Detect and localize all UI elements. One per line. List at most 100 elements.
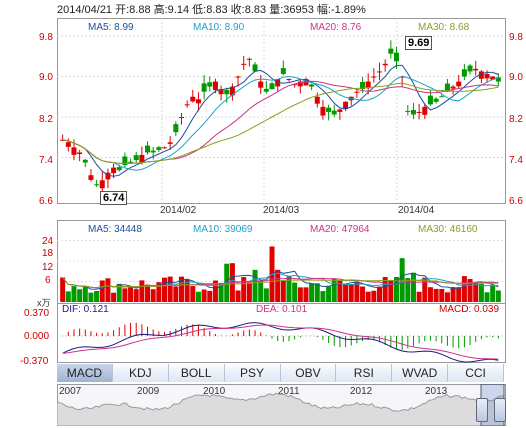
tab-cci[interactable]: CCI xyxy=(448,364,504,382)
price-candle-body xyxy=(133,155,139,161)
price-candle-body xyxy=(456,81,462,87)
price-candle-body xyxy=(410,110,416,115)
volume-bar xyxy=(337,280,343,302)
overview-sparkline xyxy=(57,384,505,426)
price-candle-body xyxy=(360,81,366,90)
volume-ma-line xyxy=(62,277,499,289)
price-candle-body xyxy=(184,104,190,106)
tab-psy[interactable]: PSY xyxy=(224,364,281,382)
price-candle-body xyxy=(371,76,377,78)
volume-bar xyxy=(71,286,77,302)
volume-y-tick: 24 xyxy=(42,236,54,247)
price-candle-body xyxy=(195,99,201,104)
macd-chart-panel[interactable] xyxy=(57,303,506,363)
tab-obv[interactable]: OBV xyxy=(280,364,337,382)
price-candle-body xyxy=(495,77,501,82)
price-candle-body xyxy=(439,96,445,98)
macd-dif-line xyxy=(62,322,499,363)
volume-bars xyxy=(57,240,504,302)
volume-bar xyxy=(343,283,349,302)
volume-bar xyxy=(116,283,122,302)
volume-bar xyxy=(252,269,258,302)
macd-dea-line xyxy=(62,324,499,360)
price-ma-line xyxy=(62,64,499,177)
volume-bar xyxy=(184,279,190,302)
price-candle-body xyxy=(82,159,88,163)
price-x-tick: 2014/02 xyxy=(160,205,197,216)
volume-bar xyxy=(377,286,383,302)
volume-bar xyxy=(105,278,111,302)
price-candle-body xyxy=(427,95,433,105)
price-candle-body xyxy=(416,111,422,113)
price-candle-body xyxy=(478,71,484,79)
volume-bar xyxy=(388,280,394,302)
price-candle-body xyxy=(343,101,349,110)
price-candle-body xyxy=(71,147,77,155)
volume-bar xyxy=(478,283,484,302)
price-candle-body xyxy=(337,109,343,112)
price-ma-line xyxy=(62,75,499,171)
volume-bar xyxy=(473,282,479,302)
volume-bar xyxy=(393,277,399,302)
price-candle-body xyxy=(105,172,111,180)
price-candle-body xyxy=(207,82,213,87)
price-candle-body xyxy=(218,89,224,95)
tab-boll[interactable]: BOLL xyxy=(168,364,225,382)
price-candle-body xyxy=(235,76,241,78)
volume-bar xyxy=(128,287,134,302)
price-candle-body xyxy=(122,156,128,166)
macd-dea-label: DEA: 0.101 xyxy=(256,304,308,315)
volume-bar xyxy=(133,289,139,302)
volume-bar xyxy=(399,258,405,302)
volume-bar xyxy=(167,276,173,302)
price-candle-body xyxy=(99,180,105,189)
price-ma-line xyxy=(62,82,499,164)
overview-year: 2009 xyxy=(137,386,160,397)
price-candle-body xyxy=(326,107,332,112)
tab-wvad[interactable]: WVAD xyxy=(392,364,449,382)
high-price-callout: 9.69 xyxy=(405,36,433,50)
price-candle-body xyxy=(490,76,496,80)
price-candle-body xyxy=(190,96,196,102)
price-candle-body xyxy=(167,142,173,144)
volume-ma20-label: MA20: 47964 xyxy=(310,224,370,235)
price-candle-body xyxy=(94,184,100,186)
price-candle-body xyxy=(229,86,235,96)
overview-year: 2013 xyxy=(425,386,448,397)
volume-bar xyxy=(150,289,156,302)
price-candle-body xyxy=(354,91,360,93)
overview-year: 2010 xyxy=(203,386,226,397)
price-ma20-label: MA20: 8.76 xyxy=(310,22,362,33)
price-candle-body xyxy=(139,154,145,163)
volume-bar xyxy=(235,290,241,302)
tab-kdj[interactable]: KDJ xyxy=(112,364,169,382)
overview-handle-left[interactable] xyxy=(476,398,488,422)
price-y-tick: 9.8 xyxy=(39,32,53,43)
volume-bar xyxy=(348,283,354,302)
tab-macd[interactable]: MACD xyxy=(57,364,113,382)
volume-bar xyxy=(286,276,292,302)
price-y-tick-right: 8.2 xyxy=(509,114,523,125)
price-candle-body xyxy=(241,63,247,65)
price-x-tick: 2014/04 xyxy=(398,205,435,216)
tab-rsi[interactable]: RSI xyxy=(336,364,393,382)
price-candle-body xyxy=(116,167,122,171)
price-candle-body xyxy=(286,79,292,81)
price-x-tick: 2014/03 xyxy=(263,205,300,216)
volume-bar xyxy=(382,277,388,302)
volume-bar xyxy=(433,288,439,302)
volume-bar xyxy=(99,280,105,302)
volume-bar xyxy=(444,292,450,302)
price-candle-body xyxy=(88,175,94,180)
volume-bar xyxy=(173,286,179,302)
price-candle-body xyxy=(201,83,207,92)
volume-bar xyxy=(490,285,496,302)
volume-bar xyxy=(139,280,145,302)
volume-bar xyxy=(314,283,320,302)
price-candle-body xyxy=(252,64,258,72)
volume-bar xyxy=(77,289,83,302)
overview-handle-right[interactable] xyxy=(494,398,506,422)
volume-bar xyxy=(246,282,252,302)
price-candle-body xyxy=(320,106,326,116)
price-candle-body xyxy=(461,69,467,77)
